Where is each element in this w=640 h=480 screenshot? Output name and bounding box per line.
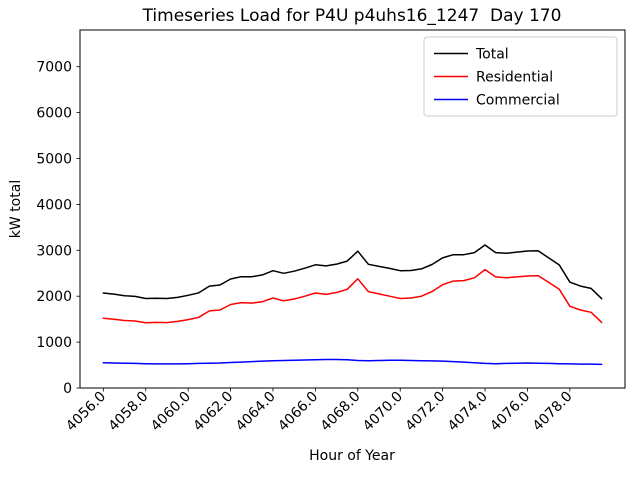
x-tick-label: 4064.0	[233, 389, 279, 435]
y-tick-label: 1000	[36, 335, 72, 351]
x-tick-label: 4068.0	[318, 389, 364, 435]
x-tick-label: 4074.0	[445, 389, 491, 435]
x-tick-label: 4066.0	[275, 389, 321, 435]
y-tick-label: 0	[63, 381, 72, 397]
chart-title: Timeseries Load for P4U p4uhs16_1247 Day…	[142, 6, 562, 26]
series-lines	[102, 244, 603, 366]
legend-label: Residential	[476, 70, 553, 86]
y-tick-label: 2000	[36, 289, 72, 305]
legend-label: Commercial	[476, 93, 560, 109]
series-line-commercial	[102, 358, 603, 366]
x-tick-label: 4060.0	[148, 389, 194, 435]
y-tick-label: 3000	[36, 243, 72, 259]
legend-box	[423, 36, 618, 117]
legend-label: Total	[475, 47, 509, 63]
x-axis-label: Hour of Year	[309, 448, 395, 464]
y-axis-label: kW total	[8, 180, 24, 238]
series-line-total	[102, 244, 603, 300]
x-tick-label: 4072.0	[402, 389, 448, 435]
y-tick-label: 7000	[36, 60, 72, 76]
x-tick-label: 4070.0	[360, 389, 406, 435]
x-tick-label: 4078.0	[530, 389, 576, 435]
y-tick-label: 4000	[36, 197, 72, 213]
x-tick-label: 4058.0	[106, 389, 152, 435]
y-tick-label: 5000	[36, 152, 72, 168]
legend: Total Residential Commercial	[423, 36, 618, 117]
y-tick-label: 6000	[36, 106, 72, 122]
x-tick-label: 4076.0	[487, 389, 533, 435]
series-line-residential	[102, 268, 603, 324]
x-tick-label: 4062.0	[190, 389, 236, 435]
